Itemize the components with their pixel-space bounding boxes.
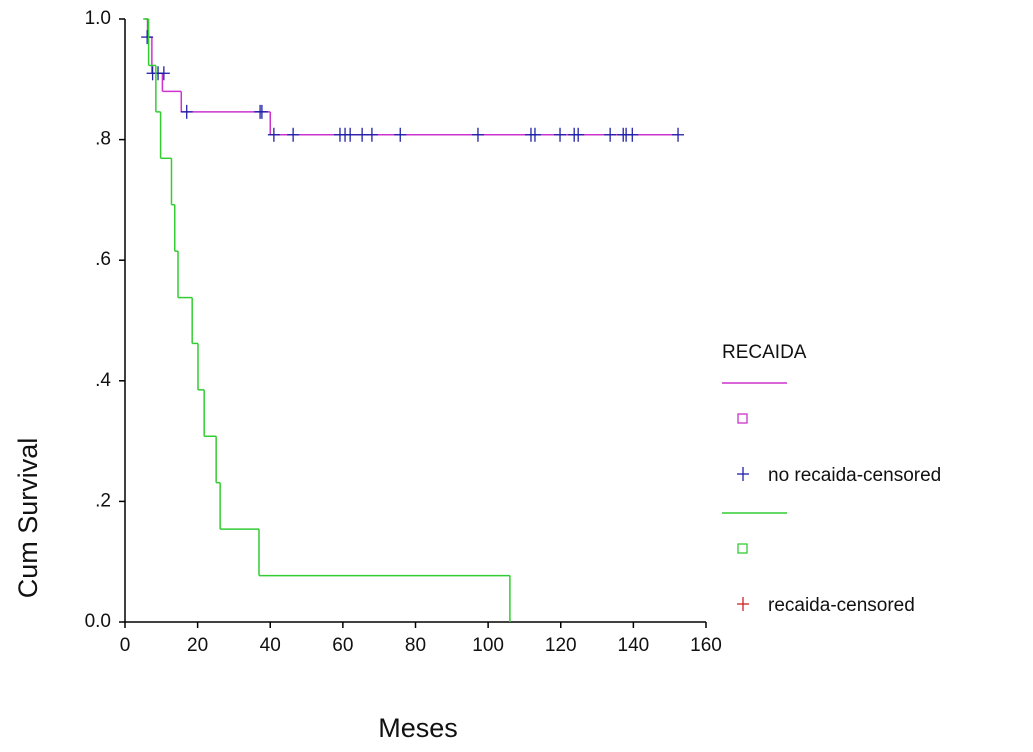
censor-mark <box>471 127 484 142</box>
x-tick-label: 140 <box>618 635 650 656</box>
x-tick-label: 20 <box>187 635 208 656</box>
y-tick-label: 1.0 <box>85 8 111 29</box>
x-tick-label: 60 <box>332 635 353 656</box>
censor-mark <box>572 127 585 142</box>
legend-plus <box>737 597 749 611</box>
censor-mark <box>365 127 378 142</box>
censor-mark <box>157 66 170 81</box>
censor-mark <box>394 127 407 142</box>
legend-title: RECAIDA <box>722 342 807 363</box>
x-tick-label: 40 <box>260 635 281 656</box>
censor-mark <box>287 127 300 142</box>
x-tick-label: 100 <box>472 635 504 656</box>
censor-mark <box>554 127 567 142</box>
y-tick-label: 0.0 <box>85 611 111 632</box>
censor-mark <box>141 30 154 45</box>
x-tick-label: 120 <box>545 635 577 656</box>
y-tick-label: .2 <box>95 490 111 511</box>
legend-plus <box>737 467 749 481</box>
legend-label: no recaida-censored <box>768 465 941 486</box>
y-tick-label: .8 <box>95 129 111 150</box>
x-tick-label: 80 <box>405 635 426 656</box>
legend-square <box>737 413 748 424</box>
censor-mark <box>267 127 280 142</box>
censor-mark <box>528 127 541 142</box>
censor-mark <box>344 127 357 142</box>
censor-mark <box>672 127 685 142</box>
y-axis-label: Cum Survival <box>13 438 43 599</box>
y-tick-label: .4 <box>95 370 111 391</box>
y-tick-label: .6 <box>95 249 111 270</box>
censor-mark <box>626 127 639 142</box>
x-tick-label: 160 <box>690 635 722 656</box>
x-axis-label: Meses <box>378 713 458 743</box>
x-tick-label: 0 <box>120 635 131 656</box>
legend-square <box>737 543 748 554</box>
censor-mark <box>180 104 193 119</box>
censor-mark <box>255 104 268 119</box>
censor-mark <box>604 127 617 142</box>
legend-label: recaida-censored <box>768 595 915 616</box>
